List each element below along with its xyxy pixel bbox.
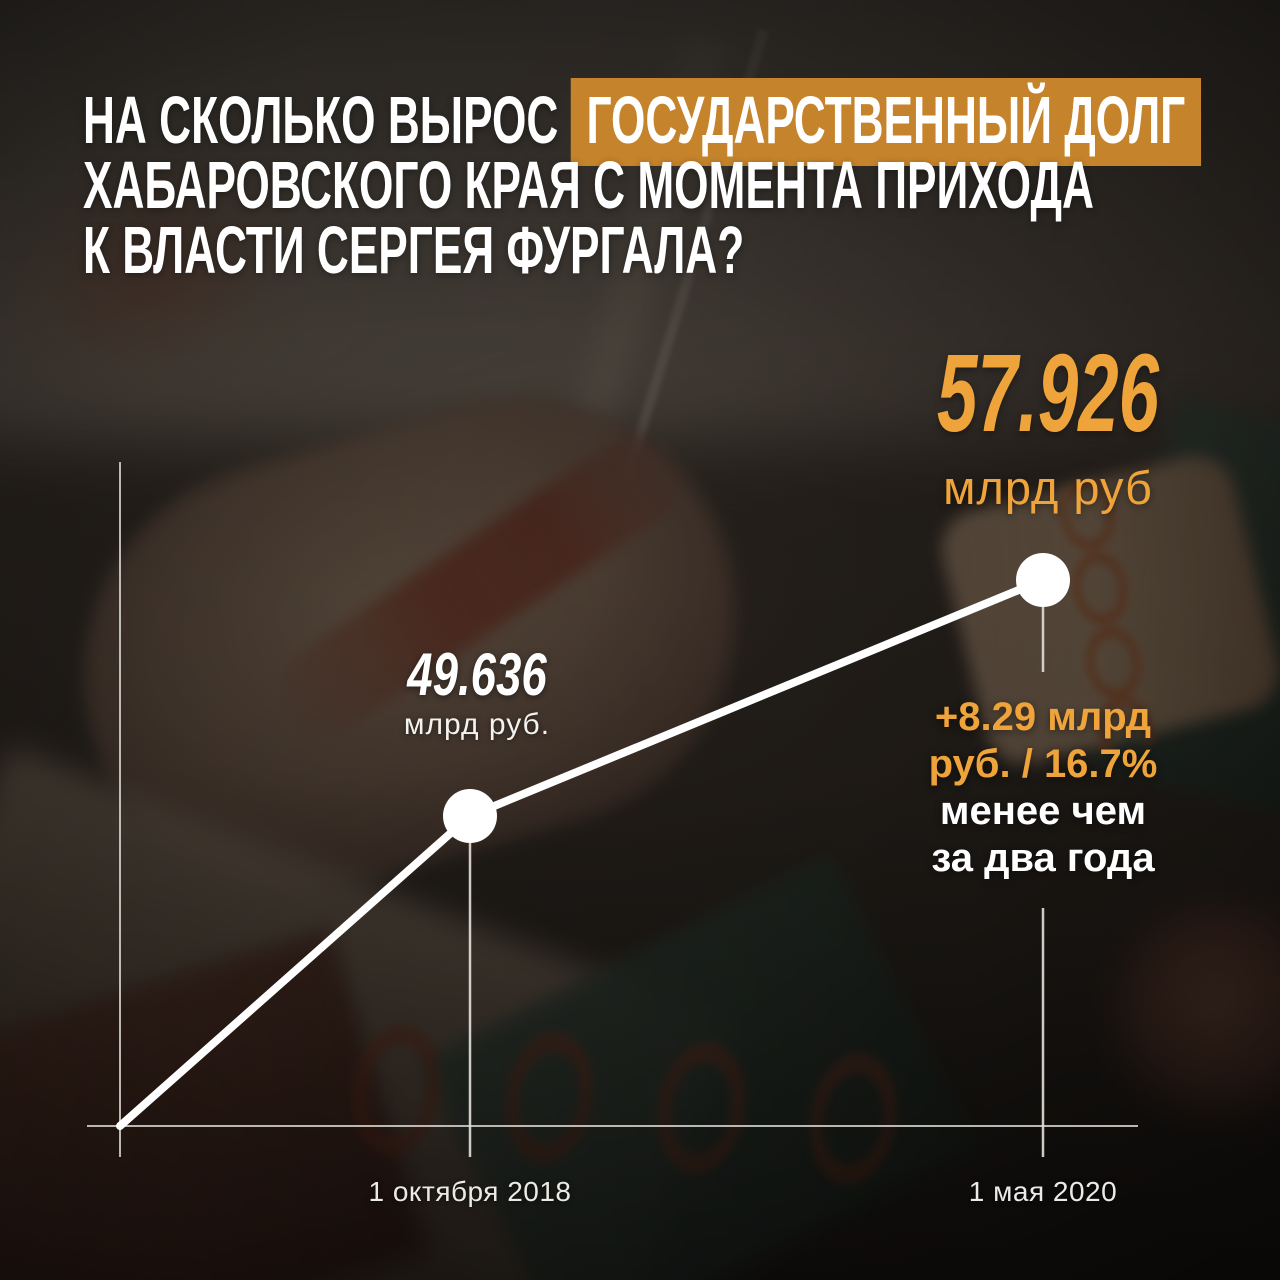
headline-line-3: К ВЛАСТИ СЕРГЕЯ ФУРГАЛА? — [83, 213, 745, 288]
data-point-2020 — [1016, 553, 1070, 607]
x-label-2020: 1 мая 2020 — [968, 1176, 1118, 1207]
headline-line-1: НА СКОЛЬКО ВЫРОС ГОСУДАРСТВЕННЫЙ ДОЛГ — [83, 78, 1202, 166]
unit-2020: млрд руб — [943, 461, 1153, 514]
delta-line-3: менее чем — [939, 789, 1147, 833]
value-2018: 49.636 — [407, 641, 547, 708]
data-point-2018 — [443, 789, 497, 843]
x-label-2018: 1 октября 2018 — [368, 1176, 572, 1207]
value-2020: 57.926 — [936, 332, 1160, 455]
delta-line-1: +8.29 млрд — [934, 695, 1152, 739]
headline-highlight: ГОСУДАРСТВЕННЫЙ ДОЛГ — [570, 78, 1202, 166]
headline-line-2: ХАБАРОВСКОГО КРАЯ С МОМЕНТА ПРИХОДА — [83, 148, 1094, 223]
delta-line-2: руб. / 16.7% — [928, 742, 1158, 786]
delta-line-4: за два года — [931, 836, 1155, 880]
unit-2018: млрд руб. — [403, 708, 551, 741]
headline: НА СКОЛЬКО ВЫРОС ГОСУДАРСТВЕННЫЙ ДОЛГ ХА… — [83, 78, 1280, 288]
headline-prefix: НА СКОЛЬКО ВЫРОС — [83, 83, 571, 158]
delta-annotation: +8.29 млрд руб. / 16.7% менее чем за два… — [868, 694, 1218, 882]
